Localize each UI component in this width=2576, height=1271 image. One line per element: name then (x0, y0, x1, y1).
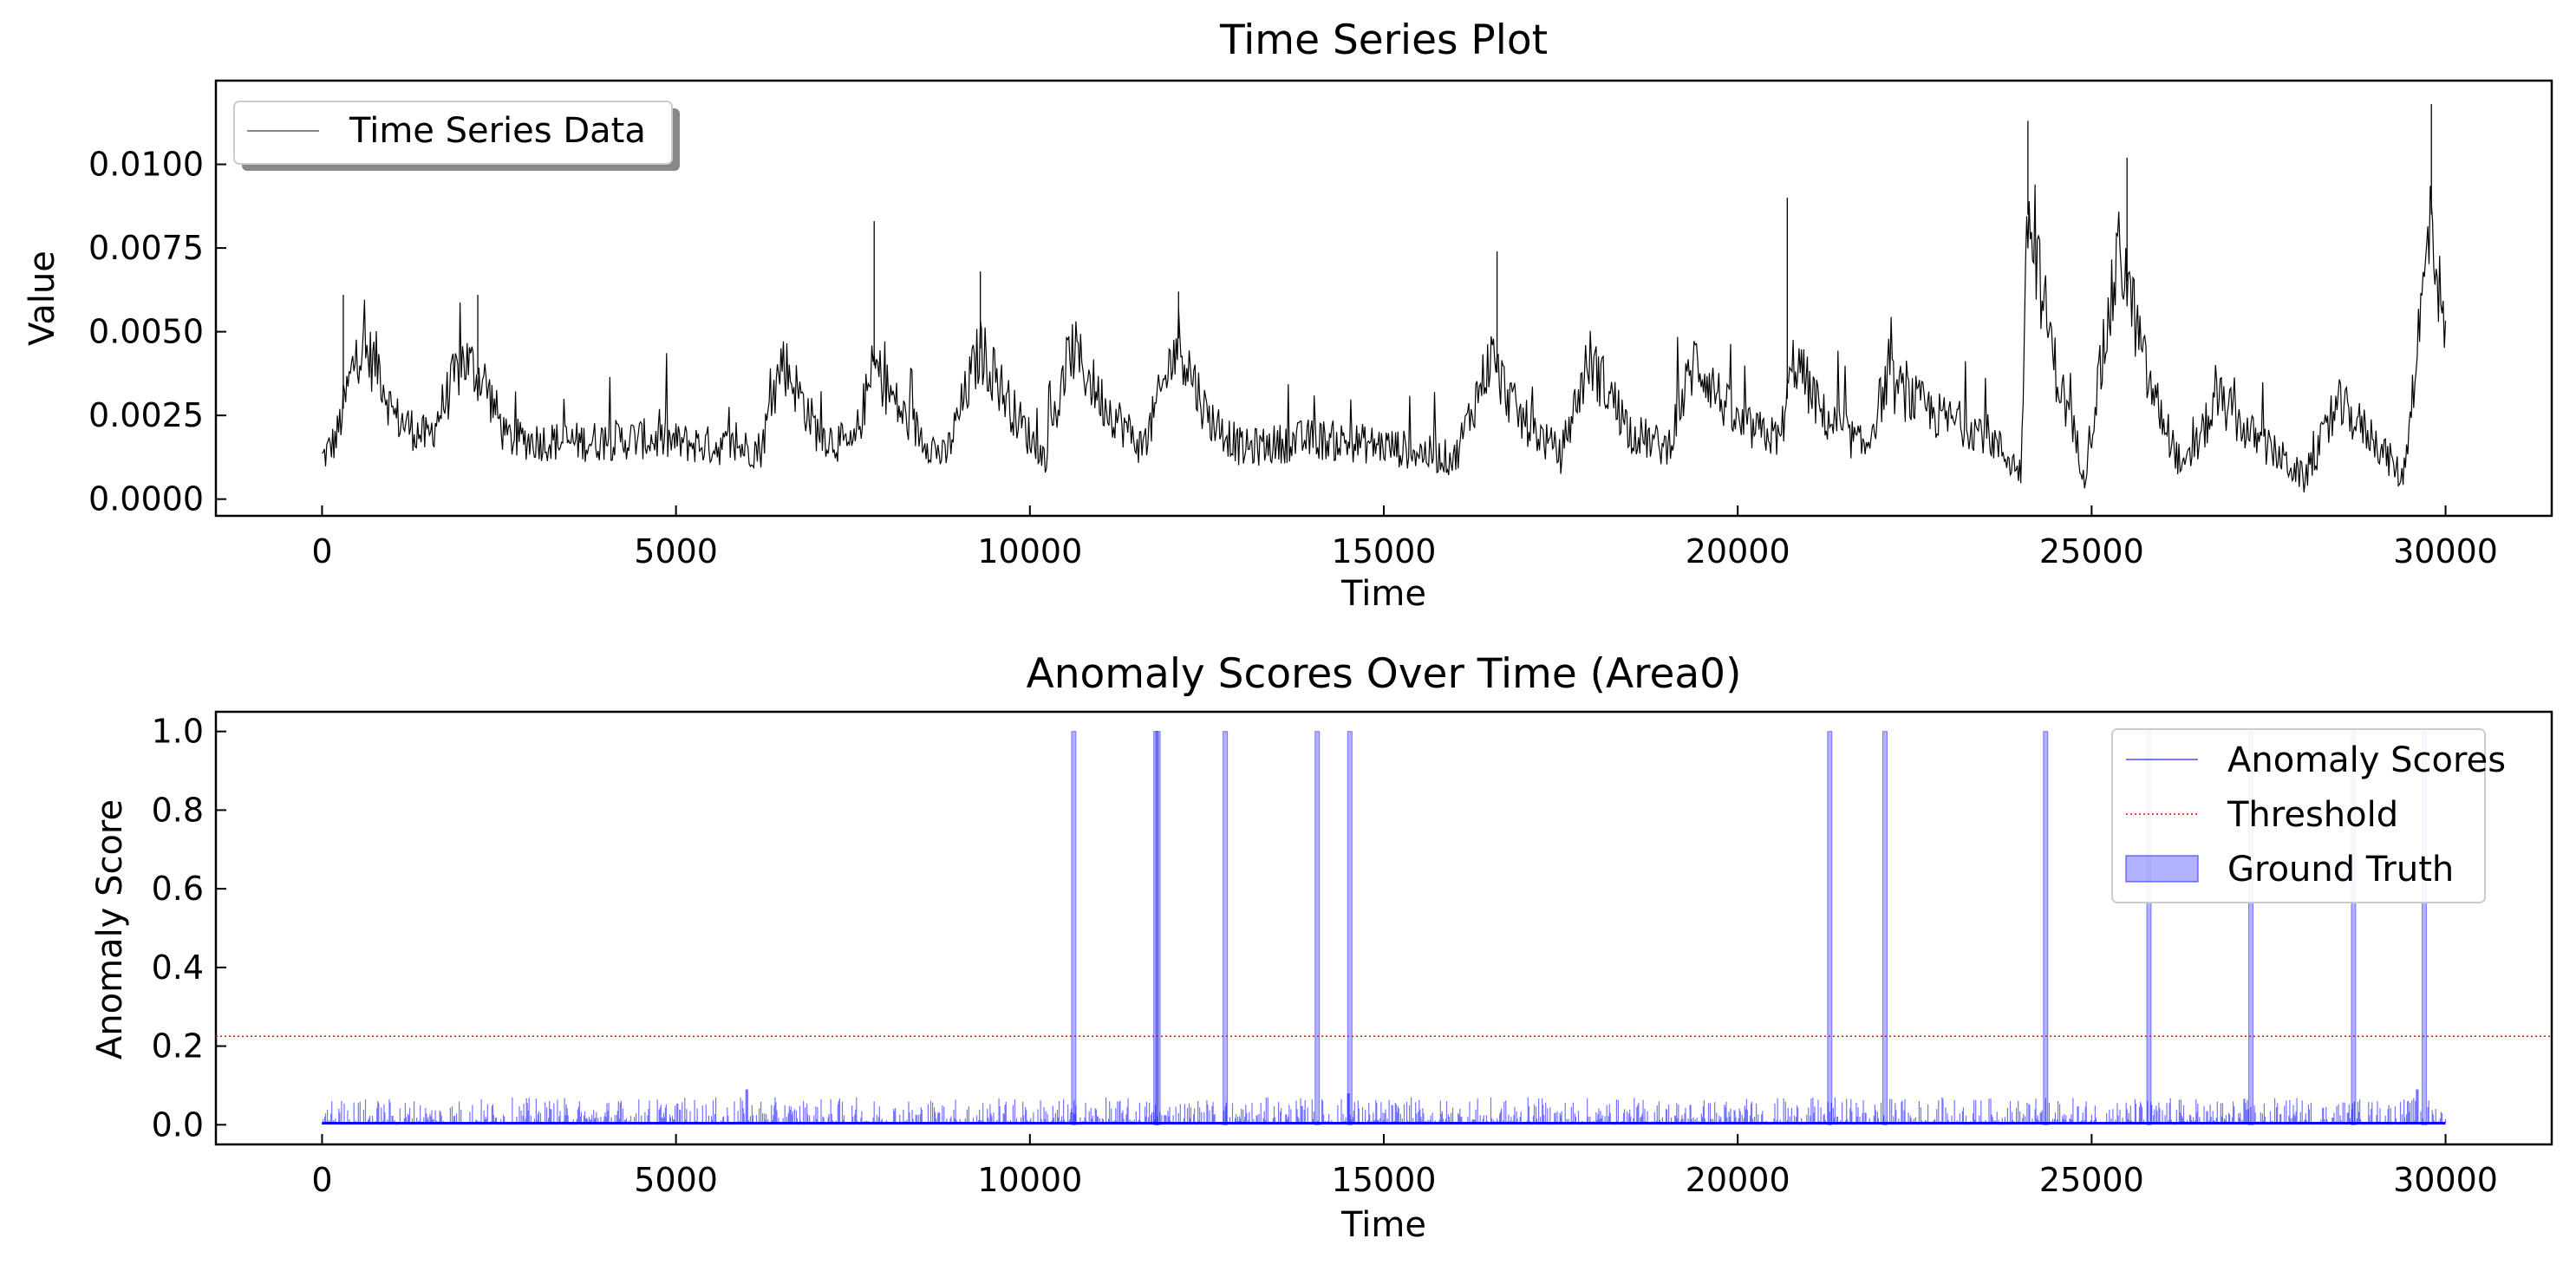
x-axis-label: Time (1340, 1205, 1426, 1245)
ground-truth-span (2043, 731, 2049, 1125)
x-tick-label: 20000 (1686, 1161, 1790, 1199)
y-tick-label: 0.0025 (88, 396, 204, 434)
y-tick-label: 0.6 (152, 870, 204, 908)
ground-truth-span (1314, 731, 1321, 1125)
x-axis-ticks: 0 5000 10000 15000 20000 25000 30000 (311, 1134, 2498, 1199)
ground-truth-span (1155, 731, 1161, 1125)
y-axis-label: Anomaly Score (90, 799, 130, 1059)
x-tick-label: 10000 (977, 532, 1082, 570)
ground-truth-span (1153, 731, 1159, 1125)
x-axis-label: Time (1340, 574, 1426, 614)
time-series-chart: Time Series Plot 0 5000 10000 15000 20000 250… (23, 16, 2553, 614)
ground-truth-span (1881, 731, 1888, 1125)
ground-truth-regions (1071, 731, 2428, 1125)
x-tick-label: 30000 (2393, 1161, 2498, 1199)
y-tick-label: 0.0 (152, 1105, 204, 1144)
ground-truth-span (1827, 731, 1833, 1125)
y-tick-label: 0.0075 (88, 229, 204, 267)
x-tick-label: 10000 (977, 1161, 1082, 1199)
x-tick-label: 25000 (2039, 532, 2144, 570)
chart-title: Anomaly Scores Over Time (Area0) (1027, 650, 1742, 698)
anomaly-score-line (321, 1089, 2447, 1125)
legend-box (2111, 728, 2486, 903)
y-tick-label: 0.4 (152, 948, 204, 987)
x-tick-label: 0 (311, 1161, 332, 1199)
y-axis-ticks: 0.0000 0.0025 0.0050 0.0075 0.0100 (88, 146, 226, 518)
series-anomaly-scores (321, 1089, 2447, 1125)
x-tick-label: 20000 (1686, 532, 1790, 570)
anomaly-score-chart: Anomaly Scores Over Time (Area0) 0 5000 10… (90, 650, 2553, 1245)
legend-swatch-ground-truth (2125, 855, 2199, 883)
legend-box (233, 101, 673, 165)
y-tick-label: 0.8 (152, 791, 204, 829)
x-tick-label: 0 (311, 532, 332, 570)
legend-label-threshold: Threshold (2227, 795, 2398, 835)
plot-area (322, 104, 2447, 493)
legend-label-time-series: Time Series Data (349, 111, 646, 151)
series-line-time-series (322, 184, 2447, 493)
legend: Time Series Data (233, 101, 680, 171)
ground-truth-span (1223, 731, 1229, 1125)
ground-truth-span (1347, 731, 1353, 1125)
x-tick-label: 30000 (2393, 532, 2498, 570)
y-axis-ticks: 0.0 0.2 0.4 0.6 0.8 1.0 (152, 713, 226, 1144)
x-tick-label: 25000 (2039, 1161, 2144, 1199)
legend: Anomaly Scores Threshold Ground Truth (2111, 728, 2506, 903)
legend-label-ground-truth: Ground Truth (2227, 850, 2454, 890)
x-tick-label: 5000 (634, 532, 718, 570)
series-spikes (342, 104, 2432, 409)
x-tick-label: 5000 (634, 1161, 718, 1199)
y-axis-label: Value (23, 251, 62, 346)
y-tick-label: 0.0000 (88, 480, 204, 518)
ground-truth-span (1071, 731, 1077, 1125)
y-tick-label: 1.0 (152, 713, 204, 751)
y-tick-label: 0.0100 (88, 146, 204, 184)
x-axis-ticks: 0 5000 10000 15000 20000 25000 30000 (311, 505, 2498, 570)
y-tick-label: 0.2 (152, 1027, 204, 1066)
x-tick-label: 15000 (1332, 532, 1437, 570)
plot-area (216, 731, 2552, 1125)
x-tick-label: 15000 (1332, 1161, 1437, 1199)
y-tick-label: 0.0050 (88, 313, 204, 351)
chart-title: Time Series Plot (1219, 16, 1548, 64)
legend-label-anomaly-scores: Anomaly Scores (2227, 740, 2506, 780)
